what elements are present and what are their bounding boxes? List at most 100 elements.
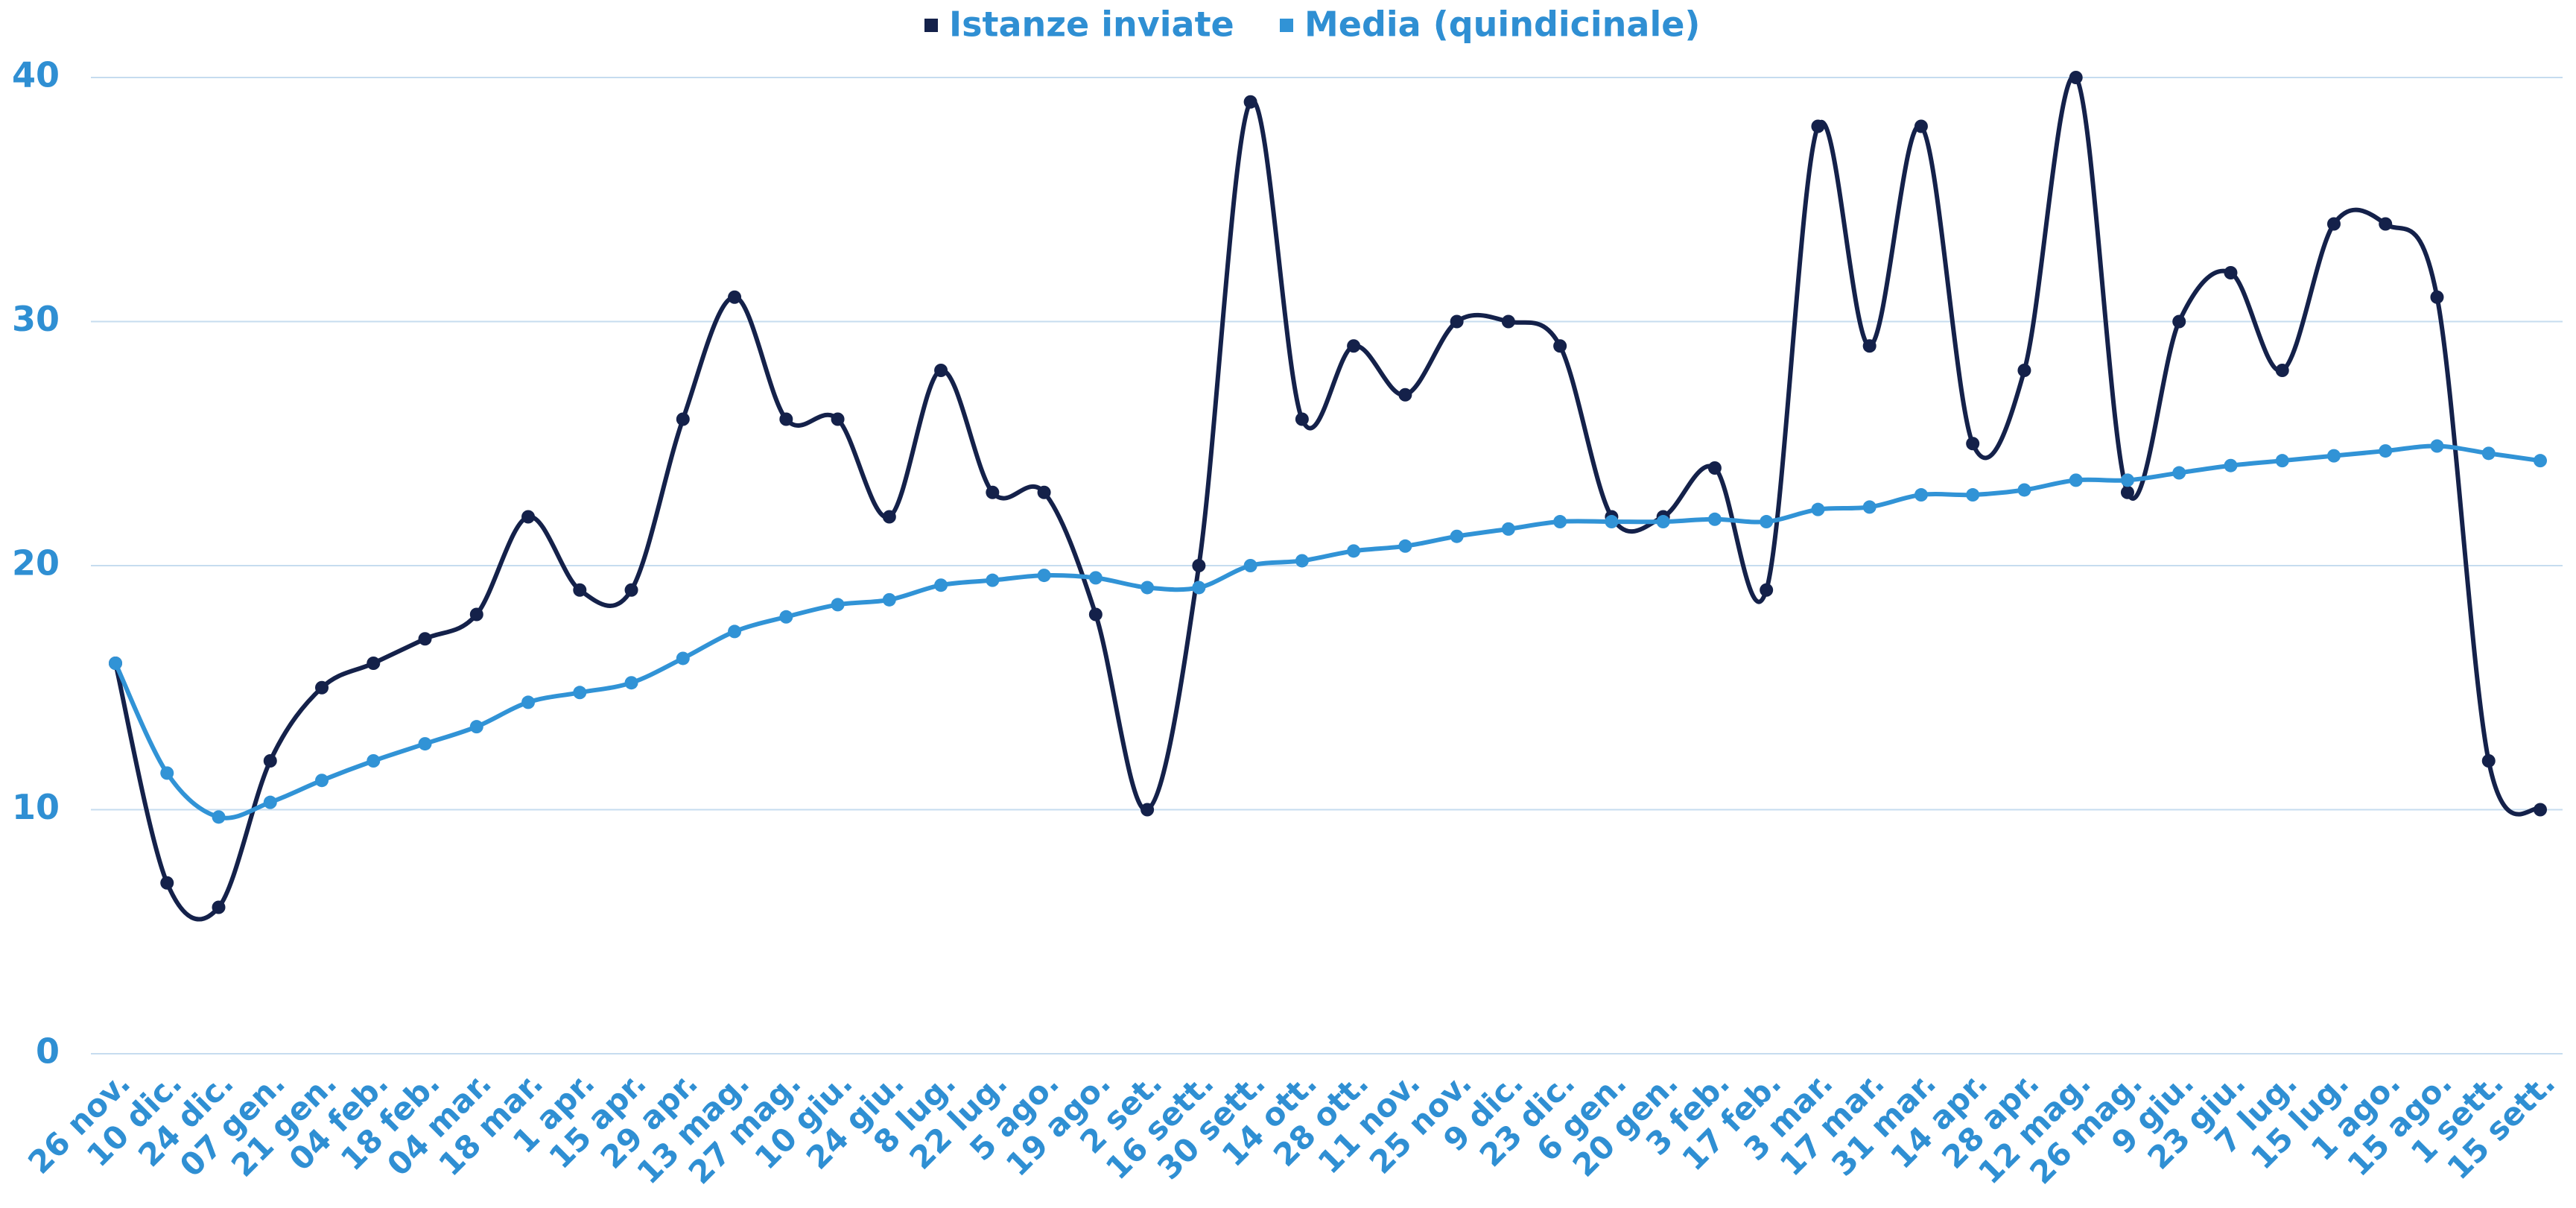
data-point: [521, 695, 536, 709]
data-point: [779, 412, 793, 426]
data-point: [2430, 290, 2444, 304]
data-point: [1553, 339, 1567, 353]
data-point: [1192, 559, 1206, 572]
data-point: [212, 900, 226, 914]
data-point: [418, 632, 432, 646]
data-point: [469, 720, 483, 734]
data-point: [2275, 454, 2289, 468]
series-line: [113, 443, 2541, 820]
data-point: [1347, 544, 1361, 558]
data-point: [676, 412, 690, 426]
data-point: [831, 412, 845, 426]
data-point: [1862, 339, 1877, 353]
data-point: [367, 754, 381, 768]
data-point: [212, 810, 226, 824]
data-point: [1914, 488, 1928, 502]
data-point: [882, 592, 896, 607]
data-point: [1398, 388, 1412, 402]
data-point: [1605, 515, 1619, 529]
data-point: [1862, 500, 1877, 514]
data-point: [2224, 458, 2238, 472]
data-point: [469, 607, 483, 622]
data-point: [1914, 119, 1928, 133]
data-point: [1192, 581, 1206, 595]
data-point: [263, 795, 277, 809]
data-point: [934, 364, 948, 377]
data-point: [831, 598, 845, 612]
data-point: [263, 754, 277, 768]
data-point: [2120, 473, 2134, 487]
data-point: [2172, 314, 2186, 329]
data-point: [1088, 571, 1103, 585]
data-point: [1450, 314, 1464, 329]
data-point: [2017, 364, 2031, 377]
data-point: [2224, 266, 2238, 279]
data-point: [1141, 803, 1155, 817]
data-point: [1501, 314, 1515, 329]
data-point: [1398, 539, 1412, 553]
data-point: [2534, 803, 2547, 817]
y-tick-label: 30: [12, 299, 60, 339]
legend-swatch: [924, 19, 938, 32]
data-point: [367, 657, 381, 670]
data-point: [2120, 485, 2134, 499]
data-point: [1243, 559, 1257, 572]
data-point: [1760, 515, 1774, 529]
data-point: [2017, 483, 2031, 497]
data-point: [1450, 529, 1464, 543]
data-point: [2275, 364, 2289, 377]
data-point: [2430, 439, 2444, 453]
y-tick-label: 10: [12, 787, 60, 827]
data-point: [934, 578, 948, 592]
data-point: [1295, 412, 1309, 426]
data-point: [1295, 554, 1309, 568]
data-point: [2326, 449, 2341, 463]
data-point: [160, 766, 174, 780]
series-line: [113, 74, 2542, 922]
data-point: [2481, 446, 2496, 461]
data-point: [1707, 512, 1722, 526]
data-point: [2172, 466, 2186, 480]
data-point: [2379, 444, 2393, 458]
data-point: [2379, 217, 2393, 231]
data-point: [1037, 485, 1051, 499]
data-point: [1347, 339, 1361, 353]
data-point: [160, 876, 174, 890]
legend-swatch: [1280, 19, 1293, 32]
data-point: [2069, 71, 2083, 84]
y-tick-label: 0: [36, 1031, 60, 1072]
data-point: [779, 610, 793, 624]
data-point: [624, 676, 638, 690]
data-point: [1707, 461, 1722, 475]
data-point: [728, 624, 742, 639]
legend-label: Media (quindicinale): [1304, 4, 1700, 45]
data-point: [573, 583, 587, 597]
data-point: [2534, 454, 2547, 468]
data-point: [2481, 754, 2496, 768]
y-tick-label: 20: [12, 543, 60, 584]
data-point: [573, 686, 587, 700]
data-point: [1966, 437, 1980, 451]
data-point: [624, 583, 638, 597]
data-point: [728, 290, 742, 304]
data-point: [315, 680, 329, 695]
data-point: [676, 651, 690, 665]
data-point: [521, 510, 536, 524]
data-point: [1141, 581, 1155, 595]
data-point: [1966, 488, 1980, 502]
legend-label: Istanze inviate: [949, 4, 1234, 45]
data-point: [1501, 522, 1515, 536]
data-point: [1037, 569, 1051, 583]
data-point: [986, 573, 1000, 587]
data-point: [2326, 217, 2341, 231]
data-point: [1760, 583, 1774, 597]
data-point: [1811, 502, 1825, 516]
data-point: [1088, 607, 1103, 622]
data-point: [986, 485, 1000, 499]
data-point: [1243, 95, 1257, 109]
data-point: [109, 657, 122, 670]
data-point: [1656, 515, 1670, 529]
data-point: [1811, 119, 1825, 133]
data-point: [418, 737, 432, 751]
